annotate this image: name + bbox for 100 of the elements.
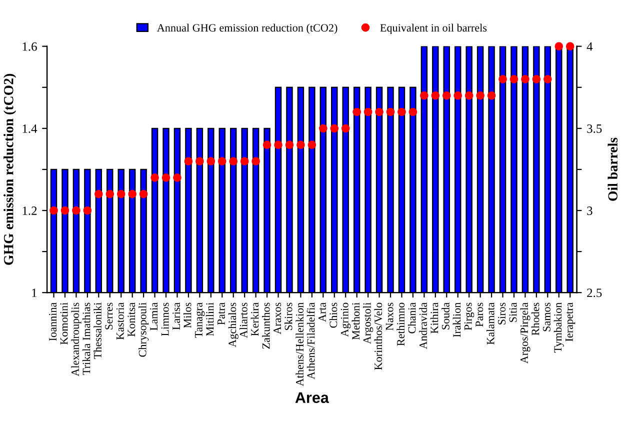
point xyxy=(543,74,552,84)
point xyxy=(330,124,339,133)
point xyxy=(218,157,226,166)
point xyxy=(532,74,541,84)
point xyxy=(285,140,294,149)
point xyxy=(420,91,428,100)
x-tick-label: Pirgos xyxy=(464,302,474,330)
point xyxy=(94,190,103,198)
x-tick-label: Zakunthos xyxy=(262,302,270,349)
point xyxy=(442,91,451,100)
point xyxy=(498,74,507,84)
point xyxy=(408,108,418,116)
x-tick-label: Athens/Hellenkion xyxy=(296,302,304,386)
point xyxy=(510,74,518,84)
x-tick-label: Mitilini xyxy=(206,302,214,336)
y2-tick-label: 4 xyxy=(586,42,593,51)
x-tick-label: Samos xyxy=(542,302,550,332)
point xyxy=(106,190,114,198)
x-tick-label: Arta xyxy=(318,302,326,322)
point xyxy=(72,206,80,215)
x-tick-label: Rhodes xyxy=(531,302,540,336)
x-tick-label: Ioannina xyxy=(49,302,57,341)
x-tick-label: Argostoli xyxy=(363,302,374,344)
x-tick-label: Siros xyxy=(498,302,506,324)
x-tick-label: Ierapetra xyxy=(566,302,576,342)
point xyxy=(262,140,272,149)
x-tick-label: Araxos xyxy=(274,302,282,334)
point xyxy=(184,157,193,166)
point xyxy=(308,140,316,149)
x-axis-title: Area xyxy=(295,392,330,404)
x-tick-label: Rethimno xyxy=(396,302,405,346)
point xyxy=(252,157,260,166)
x-tick-label: Komotini xyxy=(60,302,68,345)
point xyxy=(364,108,372,116)
x-tick-label: Argos/Pirgela xyxy=(520,302,530,364)
point xyxy=(274,140,282,149)
point xyxy=(521,74,530,84)
x-tick-label: Chrysopouli xyxy=(138,302,149,357)
point xyxy=(454,91,462,100)
x-tick-label: Iraklion xyxy=(452,302,461,338)
point xyxy=(60,206,70,215)
point xyxy=(476,91,484,100)
x-tick-label: Athens/Filadelfia xyxy=(306,302,315,380)
point xyxy=(554,42,564,50)
y-tick-label: 1 xyxy=(32,288,37,297)
x-tick-label: Konitsa xyxy=(128,302,136,337)
x-tick-label: Souda xyxy=(442,302,450,330)
x-tick-label: Naxos xyxy=(386,302,394,330)
x-tick-label: Tymbakion xyxy=(554,302,564,353)
point xyxy=(352,108,361,116)
x-tick-label: Kerkira xyxy=(250,302,259,336)
point xyxy=(162,173,170,182)
x-tick-label: Andravida xyxy=(419,302,427,350)
x-tick-label: Trikala Imathias xyxy=(82,302,90,375)
x-tick-label: Chania xyxy=(408,302,416,334)
point xyxy=(240,157,249,166)
point xyxy=(296,140,305,149)
y-axis-title: GHG emission reduction (tCO2) xyxy=(4,74,16,265)
x-tick-label: Paros xyxy=(476,302,484,327)
x-tick-label: Skiros xyxy=(284,302,292,330)
point xyxy=(431,91,440,100)
point xyxy=(139,190,148,198)
x-tick-label: Kastoria xyxy=(116,302,124,340)
point xyxy=(206,157,216,166)
y2-tick-label: 3.5 xyxy=(587,124,602,133)
point xyxy=(487,91,496,100)
point xyxy=(150,173,159,182)
x-tick-label: Tanagra xyxy=(195,302,205,338)
x-tick-label: Kithira xyxy=(430,302,438,334)
x-tick-label: Lamia xyxy=(150,302,158,330)
point xyxy=(566,42,574,50)
x-tick-label: Agrinio xyxy=(340,302,351,337)
x-tick-label: Aliartos xyxy=(240,302,248,338)
point xyxy=(116,190,126,198)
legend-label: Equivalent in oil barrels xyxy=(380,24,487,34)
y2-axis-title: Oil barrels xyxy=(608,138,618,201)
y-tick-label: 1.2 xyxy=(22,206,37,216)
point xyxy=(386,108,395,116)
point xyxy=(318,124,328,133)
y-tick-label: 1.6 xyxy=(22,42,37,51)
point xyxy=(375,108,384,116)
x-tick-label: Patra xyxy=(218,302,225,325)
x-tick-label: Serres xyxy=(105,302,113,330)
point xyxy=(229,157,238,166)
point xyxy=(464,91,474,100)
point xyxy=(50,206,58,215)
y2-tick-label: 3 xyxy=(587,206,592,215)
point xyxy=(128,190,136,198)
x-tick-label: Sitia xyxy=(509,302,517,322)
y2-tick-label: 2.5 xyxy=(587,288,602,298)
legend-label: Annual GHG emission reduction (tCO2) xyxy=(156,24,338,34)
x-tick-label: Kalamata xyxy=(486,302,494,345)
x-tick-label: Alexandroupolis xyxy=(71,302,82,376)
x-tick-label: Limnos xyxy=(161,302,169,336)
x-tick-label: Milos xyxy=(183,302,192,328)
x-tick-label: Agchialos xyxy=(228,302,238,348)
point xyxy=(398,108,406,116)
x-tick-label: Chios xyxy=(329,302,338,328)
point xyxy=(83,206,92,215)
y-tick-label: 1.4 xyxy=(22,124,38,133)
